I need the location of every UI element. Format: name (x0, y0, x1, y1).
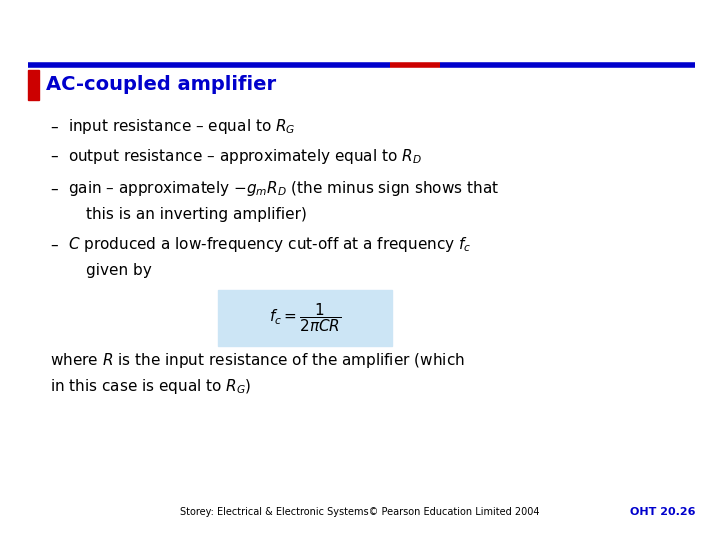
Text: AC-coupled amplifier: AC-coupled amplifier (46, 76, 276, 94)
FancyBboxPatch shape (218, 290, 392, 346)
Text: given by: given by (86, 264, 152, 279)
Bar (28, 70, 39, 100)
Text: –: – (50, 181, 58, 197)
Text: Storey: Electrical & Electronic Systems© Pearson Education Limited 2004: Storey: Electrical & Electronic Systems©… (180, 507, 540, 517)
Text: OHT 20.26: OHT 20.26 (629, 507, 695, 517)
Text: this is an inverting amplifier): this is an inverting amplifier) (86, 207, 307, 222)
Text: $f_c = \dfrac{1}{2\pi CR}$: $f_c = \dfrac{1}{2\pi CR}$ (269, 302, 341, 334)
Text: in this case is equal to $R_G$): in this case is equal to $R_G$) (50, 377, 251, 396)
Text: where $R$ is the input resistance of the amplifier (which: where $R$ is the input resistance of the… (50, 350, 465, 369)
Text: $C$ produced a low-frequency cut-off at a frequency $f_c$: $C$ produced a low-frequency cut-off at … (68, 235, 472, 254)
Text: –: – (50, 238, 58, 253)
Text: –: – (50, 148, 58, 164)
Text: –: – (50, 119, 58, 134)
Text: gain – approximately $-g_mR_D$ (the minus sign shows that: gain – approximately $-g_mR_D$ (the minu… (68, 179, 499, 199)
Text: input resistance – equal to $R_G$: input resistance – equal to $R_G$ (68, 118, 295, 137)
Text: output resistance – approximately equal to $R_D$: output resistance – approximately equal … (68, 146, 422, 165)
